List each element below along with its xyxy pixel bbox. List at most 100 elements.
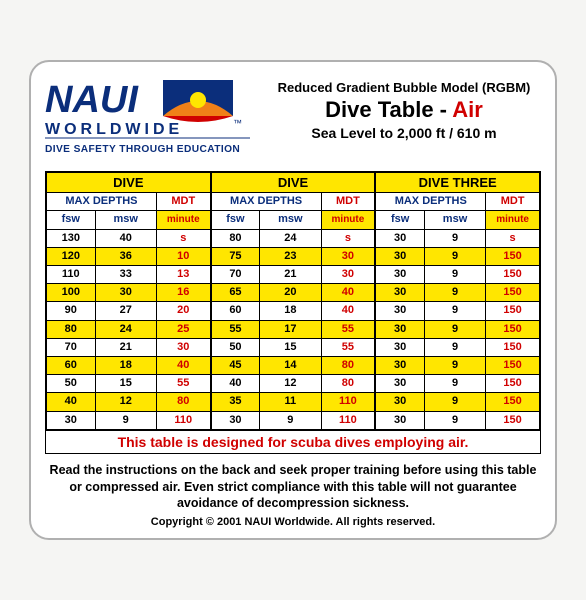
dive1-header: DIVE <box>47 172 211 193</box>
table-row: 3511110 <box>211 393 375 411</box>
table-row: 802425 <box>47 320 211 338</box>
title-emphasis: Air <box>452 97 483 122</box>
mdt-cell: 13 <box>156 266 210 284</box>
svg-text:NAUI: NAUI <box>45 79 139 121</box>
fsw-cell: 30 <box>376 266 425 284</box>
mdt-cell: 25 <box>156 320 210 338</box>
mdt-cell: 80 <box>321 375 375 393</box>
mdt-cell: 110 <box>156 411 210 429</box>
mdt-cell: 150 <box>486 411 540 429</box>
msw-cell: 18 <box>95 356 156 374</box>
msw-cell: 12 <box>260 375 321 393</box>
table-row: 309150 <box>376 393 540 411</box>
msw-cell: 11 <box>260 393 321 411</box>
fsw-cell: 90 <box>47 302 96 320</box>
fsw-cell: 40 <box>47 393 96 411</box>
fsw-cell: 110 <box>47 266 96 284</box>
mdt-cell: 30 <box>321 247 375 265</box>
fsw-cell: 70 <box>211 266 260 284</box>
msw-header: msw <box>95 211 156 229</box>
minute-header: minute <box>321 211 375 229</box>
mdt-cell: 110 <box>321 411 375 429</box>
table-row: 601840 <box>211 302 375 320</box>
fsw-cell: 30 <box>376 393 425 411</box>
table-row: 309150 <box>376 338 540 356</box>
table-row: 8024s <box>211 229 375 247</box>
mdt-cell: 16 <box>156 284 210 302</box>
msw-cell: 18 <box>260 302 321 320</box>
msw-cell: 9 <box>95 411 156 429</box>
msw-cell: 23 <box>260 247 321 265</box>
mdt-header: MDT <box>486 193 540 211</box>
mdt-cell: 40 <box>321 284 375 302</box>
table-row: 451480 <box>211 356 375 374</box>
title-prefix: Dive Table - <box>325 97 452 122</box>
table-row: 652040 <box>211 284 375 302</box>
mdt-cell: 150 <box>486 302 540 320</box>
mdt-cell: 55 <box>156 375 210 393</box>
mdt-cell: 80 <box>321 356 375 374</box>
msw-cell: 24 <box>95 320 156 338</box>
mdt-cell: 40 <box>321 302 375 320</box>
table-row: 401280 <box>211 375 375 393</box>
fsw-cell: 30 <box>376 375 425 393</box>
fsw-header: fsw <box>376 211 425 229</box>
fsw-cell: 60 <box>211 302 260 320</box>
fsw-cell: 130 <box>47 229 96 247</box>
mdt-cell: 40 <box>156 356 210 374</box>
table-row: 501555 <box>211 338 375 356</box>
svg-text:DIVE SAFETY THROUGH EDUCATION: DIVE SAFETY THROUGH EDUCATION <box>45 144 240 155</box>
model-subtitle: Reduced Gradient Bubble Model (RGBM) <box>267 80 541 95</box>
dive-table-1: DIVE MAX DEPTHS MDT fsw msw minute 13040… <box>46 172 211 430</box>
table-row: 309150 <box>376 356 540 374</box>
table-row: 1203610 <box>47 247 211 265</box>
msw-header: msw <box>424 211 485 229</box>
minute-header: minute <box>486 211 540 229</box>
copyright-text: Copyright © 2001 NAUI Worldwide. All rig… <box>45 516 541 528</box>
table-row: 309110 <box>47 411 211 429</box>
naui-logo: NAUI WORLDWIDE ™ DIVE SAFETY THROUGH EDU… <box>45 76 255 161</box>
mdt-header: MDT <box>156 193 210 211</box>
fsw-cell: 30 <box>376 411 425 429</box>
table-row: 702130 <box>211 266 375 284</box>
msw-header: msw <box>260 211 321 229</box>
fsw-cell: 120 <box>47 247 96 265</box>
fsw-cell: 80 <box>47 320 96 338</box>
msw-cell: 9 <box>424 266 485 284</box>
msw-cell: 9 <box>424 320 485 338</box>
table-row: 702130 <box>47 338 211 356</box>
msw-cell: 17 <box>260 320 321 338</box>
dive2-header: DIVE <box>211 172 375 193</box>
mdt-cell: 150 <box>486 266 540 284</box>
msw-cell: 9 <box>424 356 485 374</box>
mdt-cell: 20 <box>156 302 210 320</box>
table-row: 309150 <box>376 247 540 265</box>
table-row: 601840 <box>47 356 211 374</box>
msw-cell: 9 <box>424 284 485 302</box>
mdt-cell: 150 <box>486 320 540 338</box>
mdt-cell: s <box>321 229 375 247</box>
msw-cell: 15 <box>260 338 321 356</box>
fsw-cell: 30 <box>376 356 425 374</box>
msw-cell: 9 <box>424 393 485 411</box>
fsw-cell: 35 <box>211 393 260 411</box>
fsw-cell: 40 <box>211 375 260 393</box>
msw-cell: 20 <box>260 284 321 302</box>
fsw-cell: 45 <box>211 356 260 374</box>
fsw-cell: 65 <box>211 284 260 302</box>
fsw-cell: 50 <box>211 338 260 356</box>
mdt-cell: 150 <box>486 338 540 356</box>
minute-header: minute <box>156 211 210 229</box>
fsw-cell: 50 <box>47 375 96 393</box>
dive-table-2: DIVE MAX DEPTHS MDT fsw msw minute 8024s… <box>211 172 376 430</box>
maxdepths-header: MAX DEPTHS <box>211 193 321 211</box>
mdt-cell: 55 <box>321 338 375 356</box>
mdt-cell: 150 <box>486 284 540 302</box>
maxdepths-header: MAX DEPTHS <box>376 193 486 211</box>
title-block: Reduced Gradient Bubble Model (RGBM) Div… <box>267 76 541 141</box>
table-row: 309150 <box>376 375 540 393</box>
mdt-cell: 55 <box>321 320 375 338</box>
fsw-cell: 60 <box>47 356 96 374</box>
fsw-cell: 75 <box>211 247 260 265</box>
mdt-cell: 10 <box>156 247 210 265</box>
